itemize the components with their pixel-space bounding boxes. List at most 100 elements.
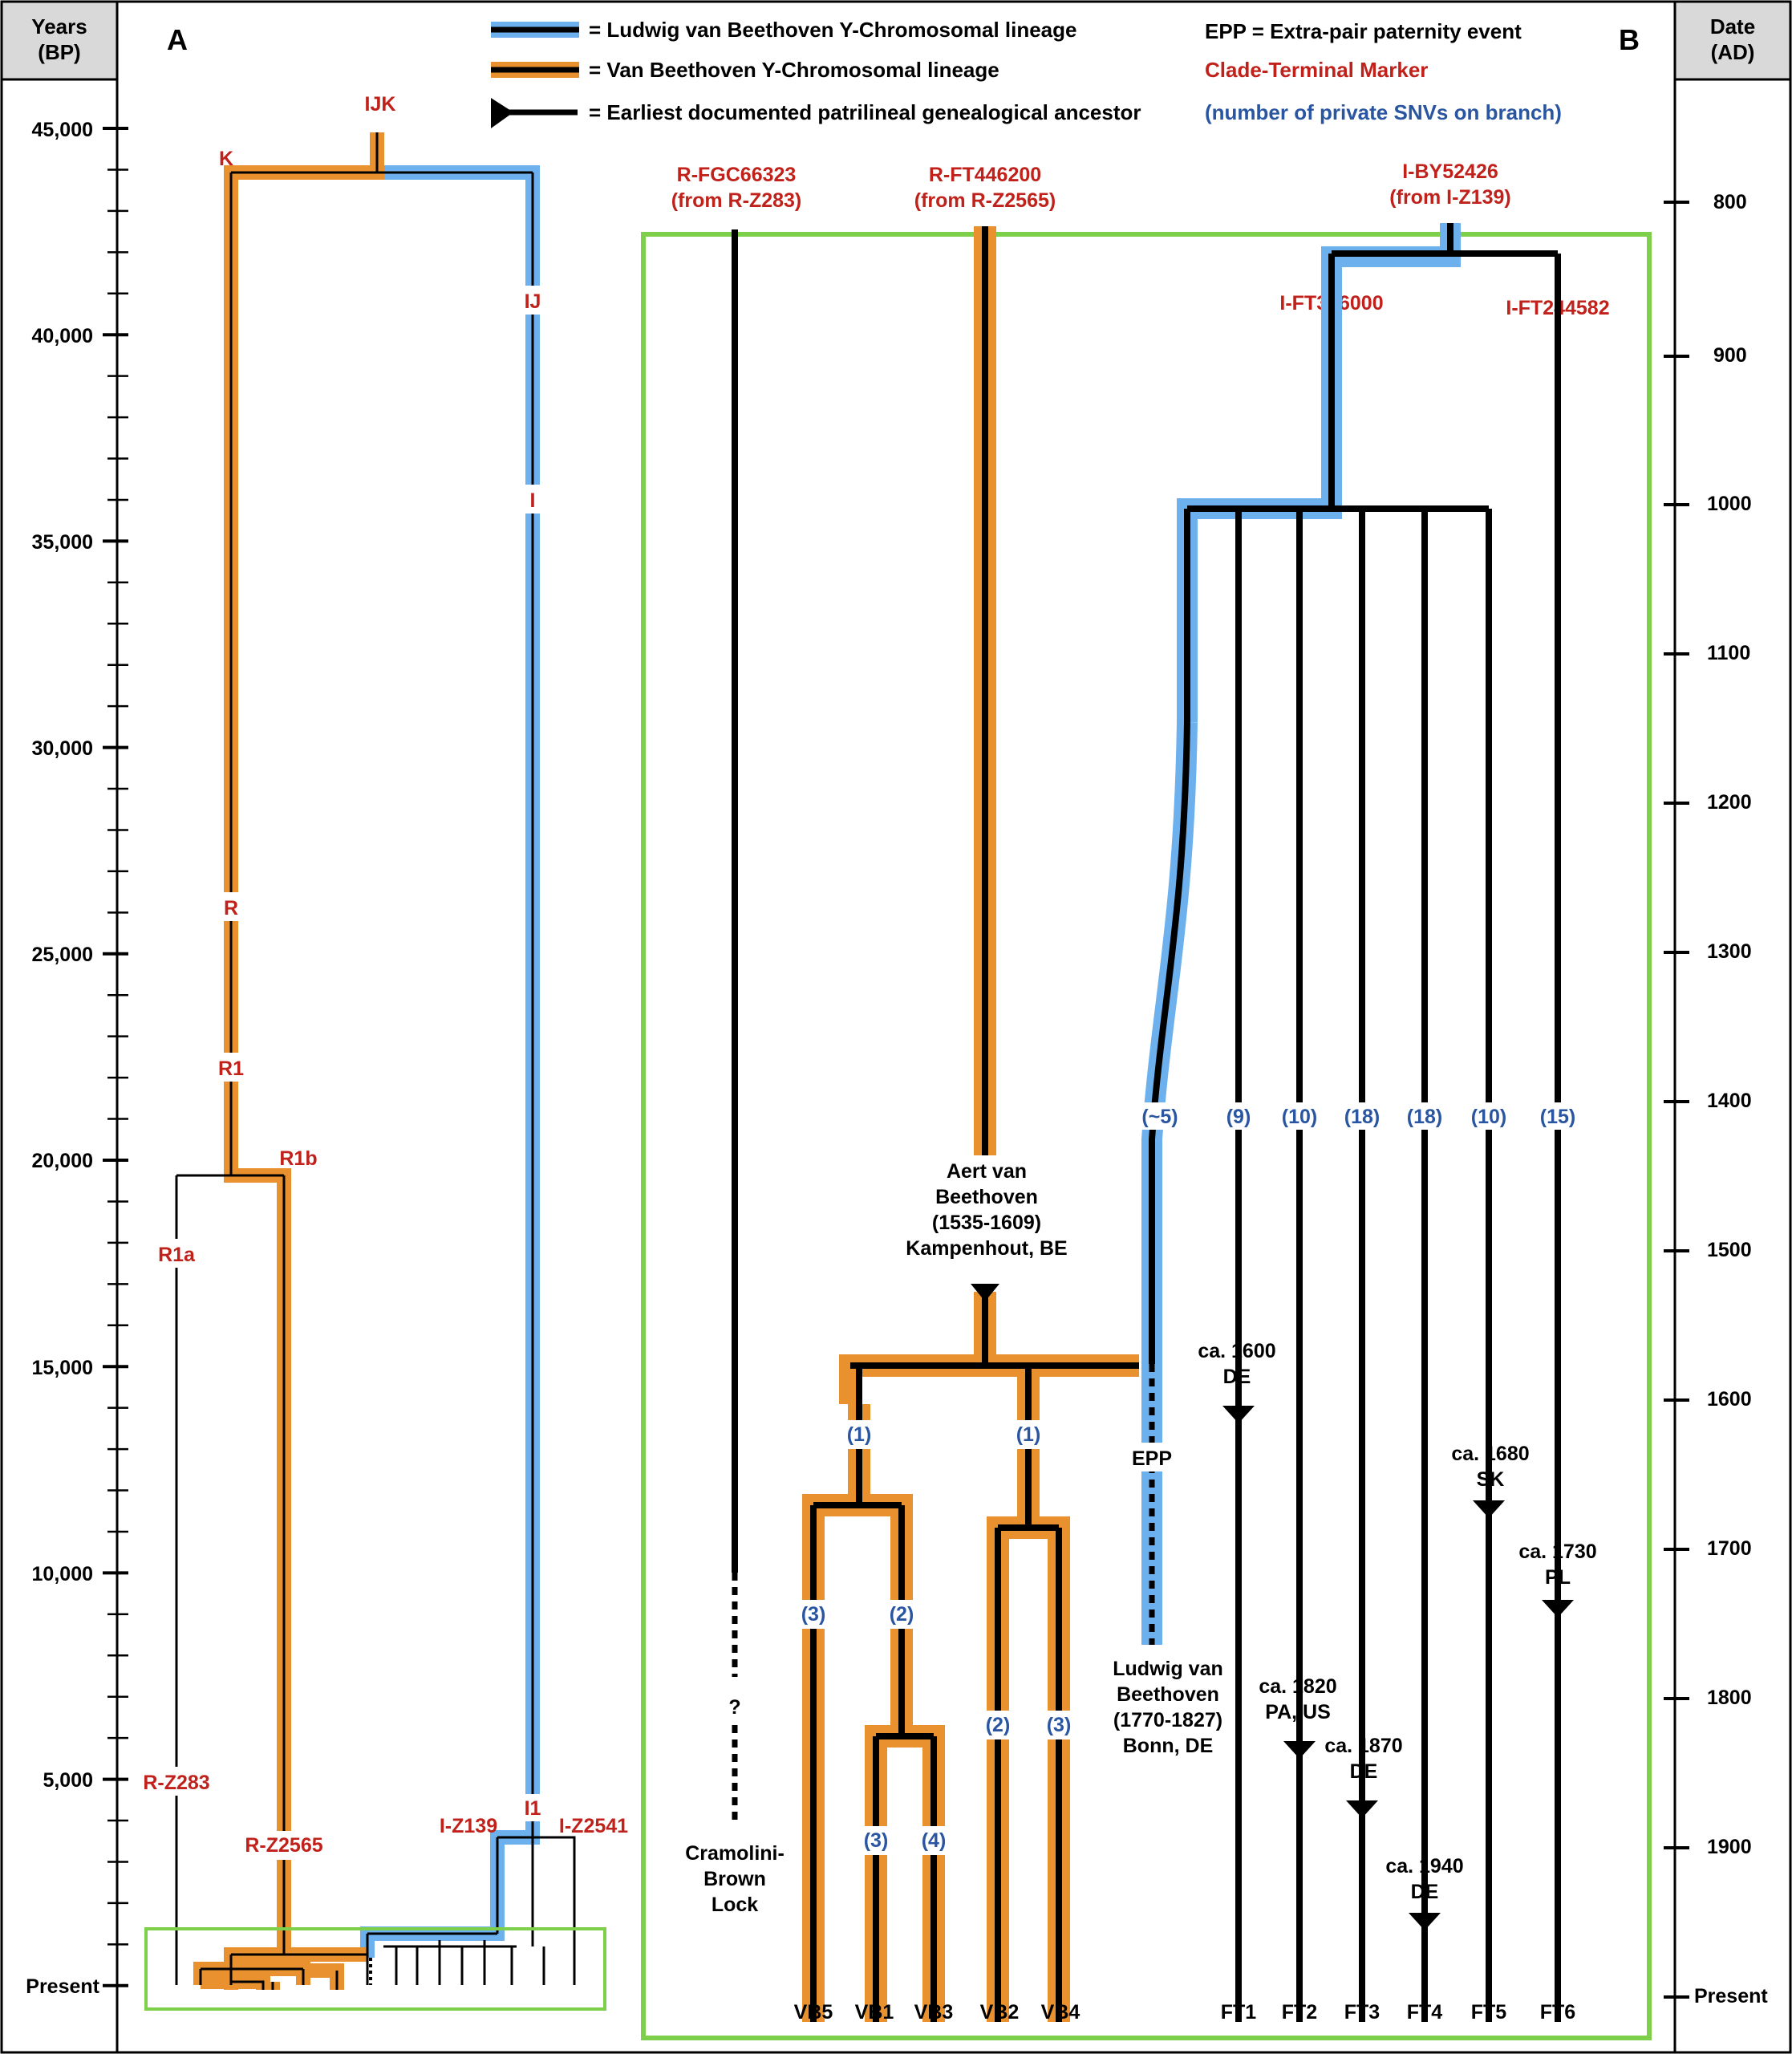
ludwig-label-line: Bonn, DE [1123,1735,1214,1757]
snv-count: (~5) [1141,1106,1178,1128]
aert-label-line: Kampenhout, BE [906,1237,1067,1260]
ancestor-date: ca. 1680 [1451,1443,1529,1465]
snv-count: (1) [847,1423,872,1446]
panel-a-ludwig-halo [360,132,540,1958]
clade-label: IJK [365,93,396,116]
left-tick-label: 40,000 [32,325,93,347]
tip-label: VB4 [1041,2001,1080,2024]
ancestor-date: ca. 1870 [1324,1735,1402,1757]
panel-a-tree: IJK K IJ I R R1 R1b R1a R-Z283 R-Z2565 I… [136,90,628,2011]
legend-epp-text: EPP = Extra-pair paternity event [1205,19,1522,43]
lock-label-line: Lock [712,1894,758,1916]
panel-b-label: B [1619,23,1640,56]
left-axis-title: Years [31,14,87,39]
lock-label-line: Brown [703,1868,766,1890]
right-tick-label: 1700 [1707,1537,1752,1560]
panel-a-label: A [167,23,188,56]
ancestor-place: PL [1545,1566,1571,1589]
clade-label: R1a [158,1244,196,1266]
left-axis-header [0,0,119,81]
ludwig-label-line: Ludwig van [1113,1658,1223,1680]
lock-label-line: Cramolini- [685,1842,785,1865]
snv-count: (9) [1226,1106,1251,1128]
right-axis-unit: (AD) [1711,40,1755,64]
legend-ancestor-symbol [491,98,578,128]
ancestor-marker-icon [1346,1800,1378,1818]
epp-label: EPP [1132,1447,1172,1470]
lock-unknown: ? [728,1696,740,1719]
left-tick-label: Present [26,1975,99,1998]
snv-count: (10) [1282,1106,1317,1128]
panel-a-black-lines [175,132,576,1990]
right-tick-label: Present [1694,1985,1768,2007]
right-tick-label: 1000 [1707,493,1752,515]
clade-label: R [224,897,238,919]
clade-label: R1b [279,1147,317,1170]
panel-b-vanbeethoven-halo [802,226,1139,2022]
right-axis-header [1673,0,1792,81]
root-marker: I-BY52426 [1402,160,1498,183]
legend-snv-text: (number of private SNVs on branch) [1205,100,1562,124]
right-tick-label: 1800 [1707,1687,1752,1709]
aert-label-line: Beethoven [935,1186,1038,1208]
snv-count: (1) [1016,1423,1041,1446]
snv-count: (3) [801,1603,826,1626]
right-axis: Date (AD) 800 900 1000 1100 1200 1300 14… [1664,0,1792,2052]
clade-label: I1 [525,1797,541,1820]
tip-label: FT4 [1407,2001,1443,2024]
left-tick-label: 30,000 [32,737,93,760]
left-tick-label: 35,000 [32,531,93,554]
right-axis-ticks [1664,201,1689,1999]
tip-label: FT2 [1282,2001,1317,2024]
left-axis-ticks [103,127,128,1987]
ancestor-markers [971,1284,1574,1930]
left-tick-label: 45,000 [32,119,93,141]
snv-count: (15) [1540,1106,1575,1128]
snv-count: (4) [922,1829,947,1852]
clade-label: I [530,489,536,512]
root-origin: (from R-Z2565) [914,189,1056,212]
left-axis-unit: (BP) [38,40,80,64]
left-tick-label: 20,000 [32,1150,93,1172]
ancestor-date: ca. 1820 [1259,1675,1336,1698]
ancestor-marker-icon [1473,1500,1505,1518]
ancestor-marker-icon [971,1284,999,1301]
clade-label: R-Z2565 [245,1834,322,1857]
snv-count: (2) [890,1603,914,1626]
tip-label: FT1 [1221,2001,1257,2024]
ludwig-label-line: (1770-1827) [1113,1709,1222,1731]
tip-label: FT6 [1540,2001,1575,2024]
ancestor-date: ca. 1730 [1518,1540,1596,1563]
clade-label: I-Z139 [440,1815,497,1837]
legend-ancestor-text: = Earliest documented patrilineal geneal… [589,100,1141,124]
tip-labels: VB5 VB1 VB3 VB2 VB4 FT1 FT2 FT3 FT4 FT5 … [794,2001,1576,2024]
snv-count: (3) [1047,1714,1072,1736]
ancestor-marker-icon [1222,1406,1255,1423]
left-tick-label: 25,000 [32,944,93,966]
ancestor-place: SK [1477,1468,1505,1491]
clade-label: R-Z283 [143,1772,209,1794]
clade-label: K [219,148,233,170]
panel-a-clade-labels: IJK K IJ I R R1 R1b R1a R-Z283 R-Z2565 I… [136,90,628,1860]
ancestor-marker-icon [1409,1913,1441,1930]
root-marker: R-FT446200 [929,164,1041,186]
panel-b-annotations: Aert van Beethoven (1535-1609) Kampenhou… [685,1160,1596,1916]
panel-b-root-labels: R-FGC66323 (from R-Z283) R-FT446200 (fro… [671,160,1610,319]
legend-vanbeethoven-text: = Van Beethoven Y-Chromosomal lineage [589,58,999,82]
panel-b-dotted [732,1364,1155,1821]
ancestor-marker-icon [1283,1741,1316,1759]
clade-label: IJ [525,290,541,313]
snv-count: (2) [986,1714,1011,1736]
ancestor-place: PA, US [1265,1701,1331,1723]
root-origin: (from I-Z139) [1389,186,1510,209]
ancestor-place: DE [1350,1760,1378,1783]
left-tick-label: 10,000 [32,1563,93,1585]
legend: = Ludwig van Beethoven Y-Chromosomal lin… [491,18,1562,128]
root-marker: R-FGC66323 [677,164,797,186]
panel-a-zoom-box [144,1927,606,2011]
right-tick-label: 900 [1713,344,1747,367]
left-tick-label: 5,000 [43,1769,93,1792]
tip-label: VB5 [794,2001,833,2024]
aert-label-line: (1535-1609) [932,1212,1041,1234]
